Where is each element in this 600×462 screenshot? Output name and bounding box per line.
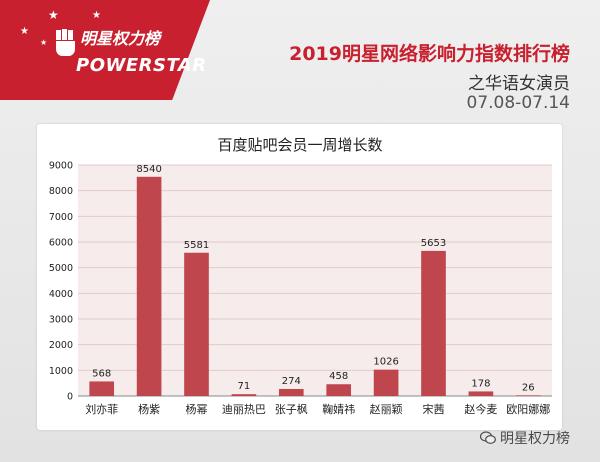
y-tick-label: 5000 [49,263,73,274]
data-label: 274 [282,376,301,387]
bar [373,369,399,396]
star-icon: ★ [48,8,59,22]
data-label: 5653 [421,238,446,249]
y-tick-label: 3000 [49,315,73,326]
watermark: 明星权力榜 [480,428,570,448]
bar [278,388,304,396]
chart-title: 百度贴吧会员一周增长数 [217,136,383,154]
data-label: 5581 [184,240,209,251]
bar [136,176,162,396]
x-tick-label: 赵丽颖 [370,402,403,416]
x-tick-label: 刘亦菲 [85,402,118,416]
bar [421,250,446,396]
x-tick-label: 宋茜 [423,402,445,416]
data-label: 1026 [373,357,398,368]
data-label: 458 [329,371,348,382]
y-tick-label: 1000 [49,366,73,377]
date-range: 07.08-07.14 [466,93,570,113]
y-tick-label: 6000 [49,238,73,249]
data-label: 178 [471,378,490,389]
star-icon: ★ [20,26,29,37]
x-tick-label: 杨紫 [138,402,160,416]
bar [515,395,541,396]
data-label: 8540 [136,164,161,175]
x-tick-label: 赵今麦 [464,402,497,416]
data-label: 71 [238,381,251,392]
y-tick-label: 4000 [49,289,73,300]
bar-chart: 0 1000 2000 3000 4000 5000 6000 7000 8000 9000 568… [49,161,552,416]
logo-english-text: POWERSTAR [76,55,207,76]
x-tick-label: 迪丽热巴 [222,403,266,416]
logo-banner [0,0,210,100]
star-icon: ★ [92,10,101,21]
bar [326,384,352,396]
y-tick-label: 9000 [49,161,73,172]
page-title: 2019明星网络影响力指数排行榜 [289,43,570,65]
x-tick-label: 欧阳娜娜 [506,402,550,416]
fist-logo-icon [56,29,75,56]
watermark-text: 明星权力榜 [500,431,570,447]
bar [89,381,115,396]
data-label: 568 [92,368,111,379]
y-tick-label: 8000 [49,186,73,197]
page-subtitle: 之华语女演员 [468,74,570,94]
logo-chinese-text: 明星权力榜 [80,29,161,48]
x-tick-label: 张子枫 [275,402,308,416]
wechat-icon [480,431,496,444]
bar [184,252,209,396]
x-tick-label: 鞠婧祎 [322,402,355,416]
bar [468,391,494,396]
data-label: 26 [522,382,535,393]
y-tick-label: 7000 [49,212,73,223]
x-tick-label: 杨幂 [186,402,208,416]
y-tick-label: 0 [67,392,73,403]
star-icon: ★ [40,38,48,47]
y-tick-label: 2000 [49,340,73,351]
bar [231,394,257,396]
